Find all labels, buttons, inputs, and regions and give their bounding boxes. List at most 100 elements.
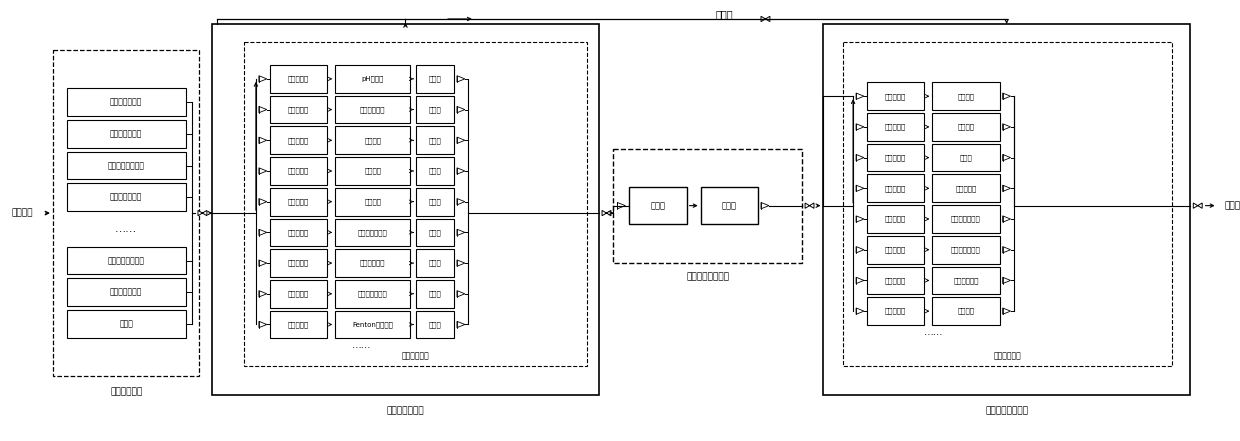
Bar: [843, 42, 1172, 366]
Text: 中间池: 中间池: [429, 137, 441, 144]
Text: 高合收集池: 高合收集池: [885, 216, 906, 222]
Text: 废水入口: 废水入口: [11, 209, 32, 217]
Polygon shape: [856, 93, 864, 99]
Bar: [335, 188, 410, 216]
Bar: [212, 24, 599, 395]
Bar: [335, 157, 410, 185]
Text: 混合收集池: 混合收集池: [288, 229, 309, 235]
Polygon shape: [1003, 124, 1011, 130]
Text: 高合收集池: 高合收集池: [885, 123, 906, 130]
Text: 重金属废水收集池: 重金属废水收集池: [108, 256, 145, 265]
Bar: [270, 310, 327, 338]
Bar: [417, 96, 454, 123]
Text: 胶类废水收集池: 胶类废水收集池: [110, 288, 143, 297]
Text: 中间池: 中间池: [429, 168, 441, 174]
Polygon shape: [856, 124, 864, 130]
Text: 电化学氧化设施: 电化学氧化设施: [358, 291, 388, 297]
Polygon shape: [856, 308, 864, 314]
Bar: [417, 157, 454, 185]
Text: 中间池: 中间池: [429, 260, 441, 266]
Bar: [270, 96, 327, 123]
Polygon shape: [856, 216, 864, 222]
Text: 混合收集池: 混合收集池: [288, 291, 309, 297]
Bar: [932, 297, 999, 325]
Text: 高合收集池: 高合收集池: [885, 154, 906, 161]
Text: 碱性废水收集池: 碱性废水收集池: [110, 129, 143, 138]
Bar: [270, 219, 327, 246]
Polygon shape: [259, 321, 267, 328]
Bar: [244, 42, 587, 366]
Text: 高合收集池: 高合收集池: [885, 93, 906, 100]
Text: 油脂类废水收集池: 油脂类废水收集池: [108, 161, 145, 170]
Text: 中间池: 中间池: [429, 291, 441, 297]
Polygon shape: [856, 247, 864, 253]
Text: 混合收集池: 混合收集池: [288, 106, 309, 113]
Polygon shape: [1003, 277, 1011, 284]
Bar: [270, 280, 327, 308]
Bar: [932, 82, 999, 110]
Text: 废水深度处理模块: 废水深度处理模块: [985, 407, 1028, 416]
Text: 好氧池: 好氧池: [722, 201, 737, 210]
Bar: [270, 188, 327, 216]
Bar: [932, 113, 999, 141]
Text: 混合收集池: 混合收集池: [288, 198, 309, 205]
Text: 高合收集池: 高合收集池: [885, 247, 906, 253]
Polygon shape: [198, 210, 207, 216]
Bar: [270, 127, 327, 154]
Text: 混合收集池: 混合收集池: [288, 137, 309, 144]
Polygon shape: [458, 76, 465, 82]
Text: 混合收集池: 混合收集池: [288, 168, 309, 174]
Text: ……: ……: [115, 224, 138, 234]
Bar: [417, 65, 454, 93]
Bar: [67, 120, 186, 148]
Bar: [867, 113, 924, 141]
Polygon shape: [259, 198, 267, 205]
Bar: [867, 236, 924, 264]
Polygon shape: [259, 137, 267, 143]
Bar: [335, 310, 410, 338]
Text: 废水预处理模块: 废水预处理模块: [387, 407, 424, 416]
Text: 模块内回流管: 模块内回流管: [402, 351, 429, 360]
Bar: [867, 205, 924, 233]
Text: 混合收集池: 混合收集池: [288, 321, 309, 328]
Bar: [67, 152, 186, 179]
Text: 废水收集模块: 废水收集模块: [110, 388, 143, 397]
Bar: [932, 144, 999, 172]
Text: 酸性废水收集池: 酸性废水收集池: [110, 97, 143, 107]
Polygon shape: [856, 185, 864, 191]
Bar: [417, 219, 454, 246]
Polygon shape: [458, 321, 465, 328]
Polygon shape: [856, 154, 864, 161]
Bar: [67, 278, 186, 306]
Bar: [932, 205, 999, 233]
Bar: [629, 187, 687, 224]
Text: 中间池: 中间池: [429, 106, 441, 113]
Bar: [867, 297, 924, 325]
Text: 中间池: 中间池: [429, 75, 441, 82]
Polygon shape: [805, 203, 813, 208]
Polygon shape: [458, 229, 465, 235]
Text: 过滤设施: 过滤设施: [957, 308, 975, 314]
Bar: [867, 175, 924, 202]
Text: 膜处理: 膜处理: [960, 154, 972, 161]
Bar: [335, 127, 410, 154]
Polygon shape: [259, 229, 267, 235]
Bar: [67, 88, 186, 116]
Bar: [335, 65, 410, 93]
Text: 高合收集池: 高合收集池: [885, 277, 906, 284]
Text: 高合收集池: 高合收集池: [885, 308, 906, 314]
Polygon shape: [458, 291, 465, 297]
Text: 高合收集池: 高合收集池: [885, 185, 906, 192]
Polygon shape: [458, 168, 465, 174]
Text: ……: ……: [924, 327, 944, 337]
Text: 吹脱设施: 吹脱设施: [365, 198, 381, 205]
Bar: [270, 65, 327, 93]
Text: 超越管: 超越管: [715, 9, 733, 19]
Polygon shape: [761, 16, 770, 22]
Text: ……: ……: [352, 340, 372, 350]
Text: 中间池: 中间池: [429, 198, 441, 205]
Polygon shape: [458, 198, 465, 205]
Polygon shape: [1003, 185, 1011, 191]
Bar: [932, 236, 999, 264]
Polygon shape: [1003, 93, 1011, 99]
